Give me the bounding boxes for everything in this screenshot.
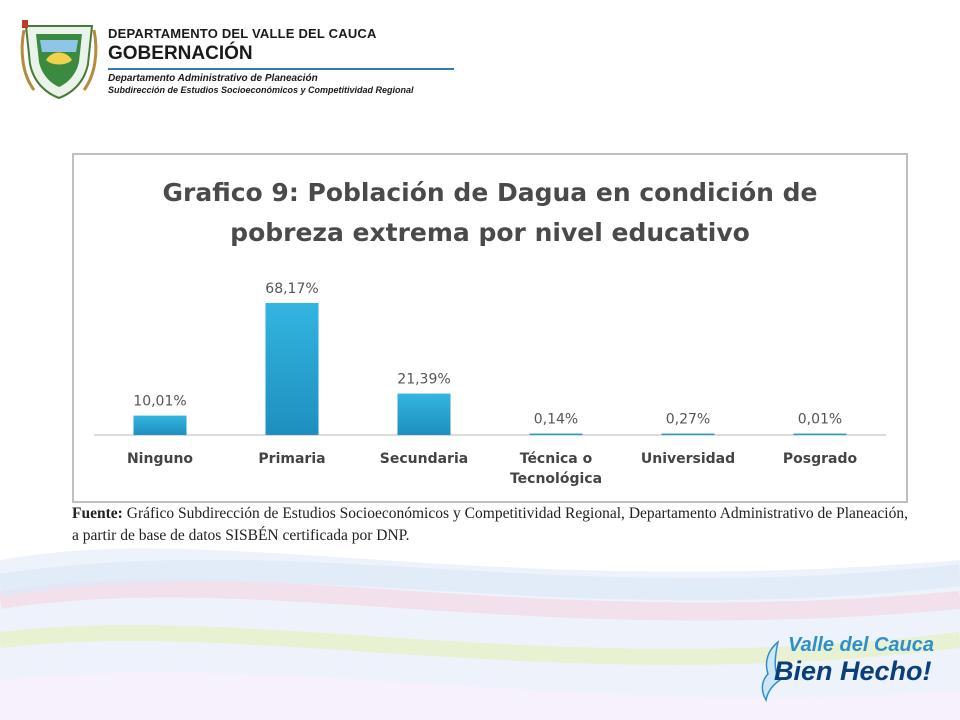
bar-6	[793, 433, 847, 435]
chart-title: Grafico 9: Población de Dagua en condici…	[74, 173, 906, 253]
data-label-2: 68,17%	[265, 281, 318, 297]
header-planning-dept: Departamento Administrativo de Planeació…	[108, 73, 318, 84]
footer-logo: Valle del Cauca Bien Hecho!	[758, 632, 948, 712]
category-label-4-line2: Tecnológica	[510, 471, 602, 487]
bar-2	[265, 303, 319, 435]
bar-3	[397, 393, 451, 435]
source-text: Gráfico Subdirección de Estudios Socioec…	[72, 505, 908, 544]
header: DEPARTAMENTO DEL VALLE DEL CAUCA GOBERNA…	[18, 18, 458, 108]
bar-chart: 10,01% Ninguno 68,17% Primaria 21,39% Secunda…	[94, 281, 886, 487]
data-label-4: 0,14%	[534, 412, 578, 428]
department-coat-of-arms-icon	[20, 20, 98, 100]
category-label-4-line1: Técnica o	[520, 451, 593, 467]
header-divider	[108, 68, 454, 70]
header-department: DEPARTAMENTO DEL VALLE DEL CAUCA	[108, 26, 377, 41]
data-label-5: 0,27%	[666, 412, 710, 428]
bar-5	[661, 433, 715, 435]
chart-title-line2: pobreza extrema por nivel educativo	[230, 218, 750, 247]
data-label-6: 0,01%	[798, 412, 842, 428]
chart-title-line1: Grafico 9: Población de Dagua en condici…	[162, 178, 818, 207]
header-gobernacion: GOBERNACIÓN	[108, 43, 253, 64]
category-label-2: Primaria	[258, 451, 325, 467]
data-label-1: 10,01%	[133, 394, 186, 410]
category-label-3: Secundaria	[380, 451, 468, 467]
header-text: DEPARTAMENTO DEL VALLE DEL CAUCA GOBERNA…	[108, 18, 468, 95]
category-label-5: Universidad	[641, 451, 735, 467]
bar-4	[529, 433, 583, 435]
bar-1	[133, 415, 187, 435]
chart-frame: Grafico 9: Población de Dagua en condici…	[72, 153, 908, 503]
category-label-6: Posgrado	[783, 451, 858, 467]
dove-silhouette-icon	[761, 640, 782, 702]
category-label-1: Ninguno	[127, 451, 193, 467]
footer-logo-line2: Bien Hecho!	[774, 656, 932, 686]
header-subdirection: Subdirección de Estudios Socioeconómicos…	[108, 85, 414, 95]
source-note: Fuente: Gráfico Subdirección de Estudios…	[72, 503, 908, 547]
footer-logo-line1: Valle del Cauca	[788, 634, 934, 656]
data-label-3: 21,39%	[397, 372, 450, 388]
source-label: Fuente:	[72, 505, 123, 522]
